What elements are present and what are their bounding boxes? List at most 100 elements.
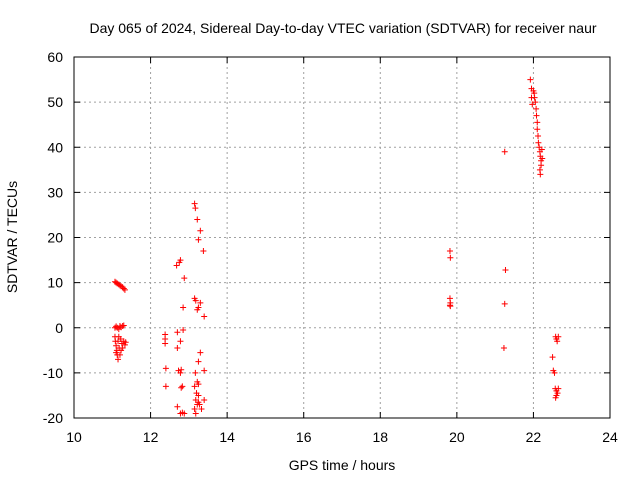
data-point [195, 381, 202, 388]
plot-frame [73, 56, 611, 419]
y-tick-label: -10 [43, 365, 63, 381]
x-tick-label: 16 [296, 429, 312, 445]
data-point [555, 333, 562, 340]
x-axis-label: GPS time / hours [289, 457, 396, 473]
data-point [533, 105, 540, 112]
data-point [553, 392, 560, 399]
data-point [531, 94, 538, 101]
data-point [178, 384, 185, 391]
data-point [195, 236, 202, 243]
data-point [551, 369, 558, 376]
data-point [195, 392, 202, 399]
data-point [555, 385, 562, 392]
data-point [180, 327, 187, 334]
y-tick-label: 30 [47, 184, 63, 200]
data-point [120, 322, 127, 329]
data-point [122, 339, 129, 346]
data-point [533, 112, 540, 119]
y-tick-label: 0 [55, 320, 63, 336]
data-point [554, 338, 561, 345]
x-tick-label: 12 [143, 429, 159, 445]
x-tick-label: 14 [219, 429, 235, 445]
data-point [120, 285, 127, 292]
data-point [162, 365, 169, 372]
data-point [176, 259, 183, 266]
data-point [532, 99, 539, 106]
data-point [113, 349, 120, 356]
chart-title: Day 065 of 2024, Sidereal Day-to-day VTE… [89, 20, 596, 36]
data-point [534, 126, 541, 133]
data-point [116, 351, 123, 358]
data-point [177, 338, 184, 345]
data-point [500, 345, 507, 352]
y-tick-label: 50 [47, 94, 63, 110]
data-point [181, 275, 188, 282]
y-tick-label: 40 [47, 139, 63, 155]
data-point [178, 366, 185, 373]
data-point [191, 200, 198, 207]
data-point [527, 76, 534, 83]
data-point [121, 341, 128, 348]
data-point [194, 306, 201, 313]
data-point [198, 405, 205, 412]
data-point [180, 304, 187, 311]
data-point [502, 266, 509, 273]
data-point [197, 227, 204, 234]
data-point [446, 248, 453, 255]
data-point [192, 205, 199, 212]
data-point [192, 369, 199, 376]
data-point [115, 356, 122, 363]
data-point [539, 155, 546, 162]
x-tick-label: 24 [602, 429, 618, 445]
data-point [162, 340, 169, 347]
grid [74, 57, 610, 418]
data-point [174, 345, 181, 352]
data-point [201, 396, 208, 403]
data-point [179, 383, 186, 390]
data-point [191, 405, 198, 412]
data-point [538, 162, 545, 169]
data-point [535, 139, 542, 146]
data-point [162, 383, 169, 390]
data-point [174, 403, 181, 410]
data-point [538, 146, 545, 153]
data-point [192, 410, 199, 417]
data-point [447, 254, 454, 261]
data-point [447, 303, 454, 310]
data-point [194, 216, 201, 223]
data-point [197, 349, 204, 356]
data-point [115, 333, 122, 340]
x-tick-label: 22 [526, 429, 542, 445]
data-point [195, 358, 202, 365]
data-point [201, 313, 208, 320]
x-tick-label: 10 [66, 429, 82, 445]
x-tick-label: 20 [449, 429, 465, 445]
data-point [118, 347, 125, 354]
data-point [173, 262, 180, 269]
data-point [549, 354, 556, 361]
y-axis-label: SDTVAR / TECUs [4, 181, 20, 293]
data-point [535, 132, 542, 139]
data-point [537, 171, 544, 178]
data-point [501, 148, 508, 155]
data-point [201, 367, 208, 374]
data-point [121, 286, 128, 293]
data-point [113, 342, 120, 349]
data-point [501, 300, 508, 307]
data-point [177, 369, 184, 376]
x-tick-label: 18 [372, 429, 388, 445]
data-point [195, 399, 202, 406]
data-points [111, 76, 562, 417]
data-point [534, 119, 541, 126]
data-point [529, 101, 536, 108]
data-point [197, 299, 204, 306]
tick-labels: 10 12 14 16 18 20 22 24 -20 -10 0 10 20 30 40 50 60 [43, 49, 618, 445]
data-point [181, 410, 188, 417]
data-point [200, 248, 207, 255]
y-tick-label: 60 [47, 49, 63, 65]
y-tick-label: 10 [47, 275, 63, 291]
data-point [174, 329, 181, 336]
y-tick-label: 20 [47, 230, 63, 246]
y-tick-label: -20 [43, 410, 63, 426]
